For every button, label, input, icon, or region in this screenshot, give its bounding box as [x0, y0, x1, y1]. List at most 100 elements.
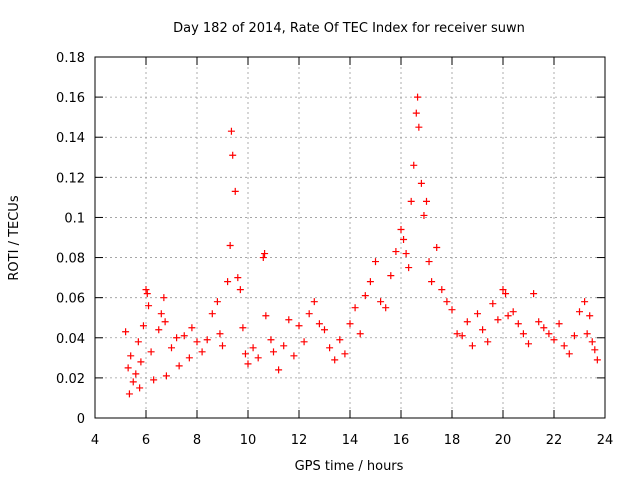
- data-point: [136, 384, 144, 392]
- data-point: [143, 290, 151, 298]
- data-point: [173, 334, 181, 342]
- data-point: [588, 338, 596, 346]
- x-tick-label: 24: [597, 433, 614, 448]
- data-point: [428, 278, 436, 286]
- x-tick-label: 22: [546, 433, 563, 448]
- y-tick-label: 0.08: [56, 252, 85, 267]
- data-point: [129, 378, 137, 386]
- data-point: [305, 310, 313, 318]
- data-point: [502, 290, 510, 298]
- data-point: [336, 336, 344, 344]
- data-point: [213, 298, 221, 306]
- data-point: [147, 348, 155, 356]
- data-point: [402, 250, 410, 258]
- data-point: [125, 390, 133, 398]
- data-point: [499, 286, 507, 294]
- data-point: [425, 258, 433, 266]
- data-point: [261, 250, 269, 258]
- y-axis-label: ROTI / TECUs: [7, 195, 22, 280]
- data-point: [239, 324, 247, 332]
- data-point: [560, 342, 568, 350]
- x-tick-label: 8: [193, 433, 201, 448]
- data-point: [509, 308, 517, 316]
- data-point: [270, 348, 277, 356]
- data-points: [122, 93, 601, 398]
- x-axis-label: GPS time / hours: [295, 459, 404, 474]
- y-tick-label: 0.1: [64, 211, 85, 226]
- x-tick-label: 18: [444, 433, 461, 448]
- x-tick-label: 20: [495, 433, 512, 448]
- data-point: [203, 336, 211, 344]
- data-point: [448, 306, 456, 314]
- data-point: [162, 372, 170, 380]
- data-point: [372, 258, 379, 266]
- data-point: [525, 340, 532, 348]
- x-tick-label: 6: [142, 433, 150, 448]
- x-tick-label: 12: [291, 433, 308, 448]
- data-point: [275, 366, 283, 374]
- data-point: [124, 364, 132, 372]
- y-tick-label: 0.14: [56, 131, 85, 146]
- data-point: [198, 348, 206, 356]
- y-tick-label: 0.04: [56, 332, 85, 347]
- x-tick-label: 16: [393, 433, 410, 448]
- data-point: [565, 350, 573, 358]
- data-point: [530, 290, 538, 298]
- data-point: [236, 286, 244, 294]
- data-point: [231, 187, 239, 195]
- data-point: [168, 344, 175, 352]
- data-point: [160, 294, 168, 302]
- data-point: [405, 264, 413, 272]
- data-point: [300, 338, 308, 346]
- data-point: [241, 350, 249, 358]
- data-point: [453, 330, 461, 338]
- data-point: [155, 326, 163, 334]
- data-point: [519, 330, 527, 338]
- data-point: [122, 328, 130, 336]
- data-point: [414, 93, 422, 101]
- data-point: [593, 356, 601, 364]
- data-point: [351, 304, 359, 312]
- data-point: [415, 123, 423, 131]
- data-point: [254, 354, 262, 362]
- data-point: [474, 310, 481, 318]
- axis-ticks: 0 0.02 0.04 0.06 0.08 0.1 0.12 0.14 0.16 0.18 4 6 8 1…: [56, 51, 613, 448]
- data-point: [410, 161, 418, 169]
- data-point: [392, 248, 400, 256]
- data-point: [535, 318, 543, 326]
- data-point: [581, 298, 589, 306]
- data-point: [433, 244, 441, 252]
- data-point: [142, 286, 150, 294]
- data-point: [387, 272, 395, 280]
- y-tick-label: 0.18: [56, 51, 85, 66]
- data-point: [139, 322, 147, 330]
- y-tick-label: 0.02: [56, 372, 85, 387]
- data-point: [420, 211, 428, 219]
- y-tick-label: 0: [77, 412, 85, 427]
- data-point: [550, 336, 558, 344]
- data-point: [219, 342, 226, 350]
- x-tick-label: 4: [91, 433, 99, 448]
- data-point: [400, 236, 408, 244]
- data-point: [262, 312, 270, 320]
- data-point: [315, 320, 323, 328]
- data-point: [224, 278, 232, 286]
- data-point: [583, 330, 591, 338]
- data-point: [377, 298, 385, 306]
- data-point: [259, 254, 267, 262]
- data-point: [514, 320, 522, 328]
- data-point: [132, 370, 140, 378]
- data-point: [188, 324, 196, 332]
- data-point: [382, 304, 390, 312]
- data-point: [185, 354, 193, 362]
- data-point: [397, 225, 405, 233]
- data-point: [137, 358, 145, 366]
- data-point: [504, 312, 512, 320]
- data-point: [234, 274, 242, 282]
- x-tick-label: 14: [342, 433, 359, 448]
- data-point: [161, 318, 169, 326]
- chart-title: Day 182 of 2014, Rate Of TEC Index for r…: [173, 21, 525, 36]
- data-point: [208, 310, 216, 318]
